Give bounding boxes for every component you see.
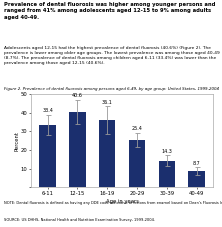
Bar — [188, 171, 205, 187]
Text: 25.4: 25.4 — [132, 126, 143, 131]
Bar — [129, 140, 145, 187]
Text: 8.7: 8.7 — [193, 161, 200, 166]
Bar — [39, 125, 56, 187]
Text: 33.4: 33.4 — [42, 108, 53, 113]
Text: Prevalence of dental fluorosis was higher among younger persons and ranged from : Prevalence of dental fluorosis was highe… — [4, 2, 216, 20]
Text: 40.6: 40.6 — [72, 93, 83, 98]
Text: Adolescents aged 12-15 had the highest prevalence of dental fluorosis (40.6%) (F: Adolescents aged 12-15 had the highest p… — [4, 46, 220, 65]
Y-axis label: Percent: Percent — [14, 131, 20, 151]
Text: 36.1: 36.1 — [102, 100, 113, 105]
Bar — [99, 120, 115, 187]
Text: SOURCE: US DHHS, National Health and Nutrition Examination Survey, 1999-2004.: SOURCE: US DHHS, National Health and Nut… — [4, 218, 155, 222]
Bar — [159, 161, 175, 187]
Bar — [69, 112, 85, 187]
Text: 14.3: 14.3 — [161, 149, 172, 154]
Text: Figure 2. Prevalence of dental fluorosis among persons aged 6-49, by age group: : Figure 2. Prevalence of dental fluorosis… — [4, 87, 219, 91]
X-axis label: Age in years: Age in years — [106, 199, 139, 204]
Text: NOTE: Dental fluorosis is defined as having any DDE code indicative of lesions f: NOTE: Dental fluorosis is defined as hav… — [4, 201, 222, 205]
